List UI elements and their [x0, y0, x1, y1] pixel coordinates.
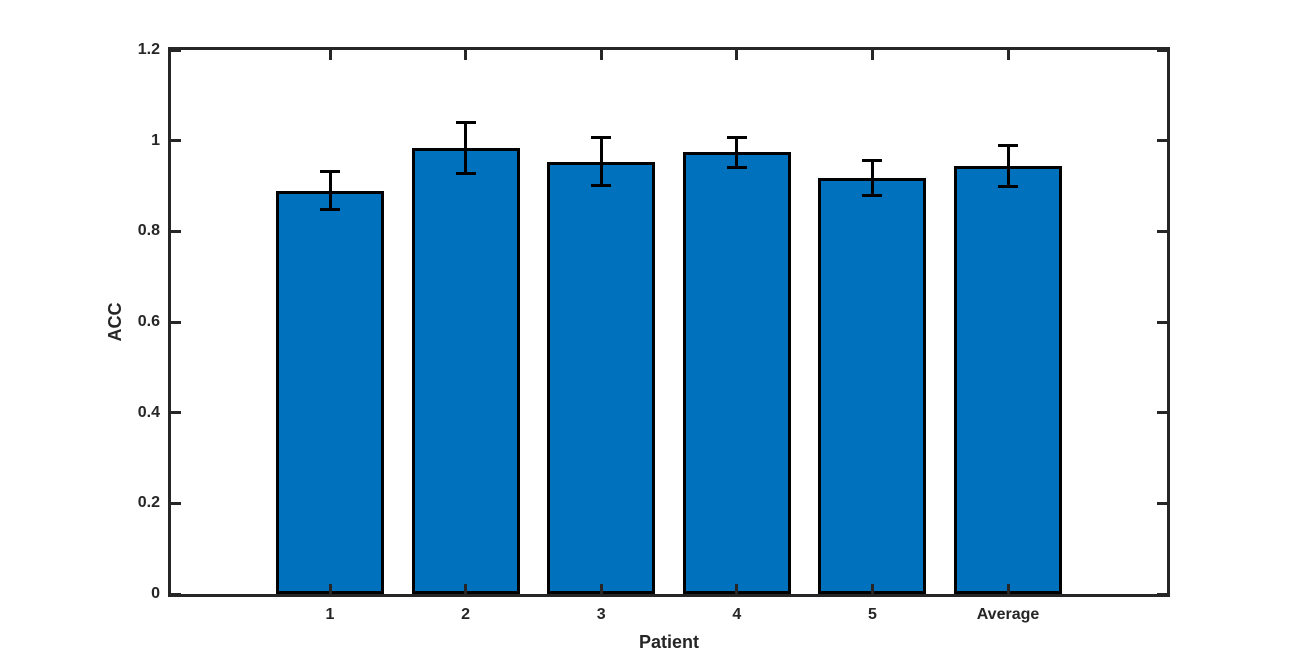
y-tick-label: 0.6: [137, 313, 160, 330]
y-tick-mark-right: [1157, 411, 1167, 415]
error-bar-stem: [735, 137, 739, 168]
bar-4: [682, 152, 791, 594]
bar-3: [547, 161, 656, 594]
x-tick-label: 1: [325, 606, 335, 623]
error-bar-cap: [591, 183, 612, 187]
y-tick-mark: [171, 139, 181, 143]
bar-1: [276, 190, 384, 594]
error-bar-cap: [591, 136, 612, 140]
y-tick-mark-right: [1157, 592, 1167, 596]
x-tick-label: 2: [461, 606, 471, 623]
error-bar-cap: [320, 208, 340, 212]
x-tick-mark: [464, 584, 468, 594]
error-bar-stem: [328, 171, 332, 210]
error-bar-cap: [726, 135, 747, 139]
y-tick-mark-right: [1157, 139, 1167, 143]
plot-area: [168, 47, 1170, 597]
y-tick-mark-right: [1157, 48, 1167, 52]
error-bar-cap: [998, 184, 1018, 188]
y-tick-mark: [171, 592, 181, 596]
bar-average: [954, 166, 1062, 594]
error-bar-cap: [862, 159, 883, 163]
x-tick-mark-top: [328, 50, 332, 60]
x-tick-mark: [870, 584, 874, 594]
y-tick-label: 0.8: [137, 222, 160, 240]
x-tick-label: Average: [976, 606, 1040, 623]
y-tick-label: 0: [151, 585, 160, 602]
y-tick-mark-right: [1157, 501, 1167, 505]
y-tick-mark: [171, 320, 181, 324]
y-tick-label: 0.4: [137, 403, 160, 421]
y-tick-mark-right: [1157, 320, 1167, 324]
error-bar-cap: [862, 194, 883, 198]
x-tick-mark: [328, 584, 332, 594]
bar-5: [818, 178, 927, 594]
y-tick-label: 0.2: [137, 494, 160, 512]
error-bar-stem: [464, 122, 468, 174]
error-bar-stem: [1006, 145, 1010, 187]
y-tick-mark: [171, 48, 181, 52]
error-bar-cap: [455, 172, 476, 176]
x-tick-label: 4: [732, 606, 742, 623]
y-tick-label: 1: [151, 131, 160, 149]
x-tick-label: 3: [596, 606, 606, 623]
x-tick-mark-top: [1006, 50, 1010, 60]
x-tick-label: 5: [867, 606, 877, 623]
x-tick-mark-top: [735, 50, 739, 60]
x-tick-mark-top: [464, 50, 468, 60]
x-axis-label: Patient: [638, 632, 699, 652]
y-tick-label: 1.2: [137, 41, 160, 58]
error-bar-cap: [998, 144, 1018, 148]
y-tick-mark-right: [1157, 229, 1167, 233]
error-bar-stem: [599, 137, 603, 186]
error-bar-stem: [870, 160, 874, 196]
x-tick-mark: [599, 584, 603, 594]
error-bar-cap: [455, 120, 476, 124]
y-tick-mark: [171, 501, 181, 505]
error-bar-cap: [320, 169, 340, 173]
x-tick-mark-top: [599, 50, 603, 60]
error-bar-cap: [726, 165, 747, 169]
x-tick-mark-top: [870, 50, 874, 60]
x-tick-mark: [1006, 584, 1010, 594]
x-tick-mark: [735, 584, 739, 594]
y-tick-mark: [171, 229, 181, 233]
y-tick-mark: [171, 411, 181, 415]
bar-2: [411, 147, 520, 594]
